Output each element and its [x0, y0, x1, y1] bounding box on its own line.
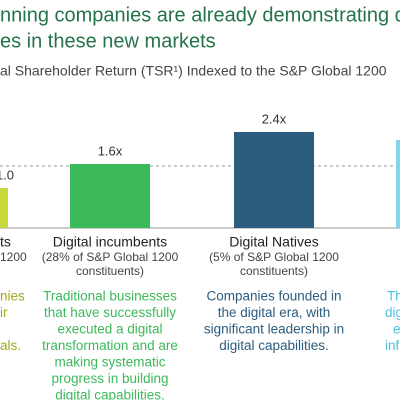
- description: Companies founded in: [206, 289, 341, 304]
- description: ir: [0, 305, 8, 320]
- description: executed a digital: [57, 322, 162, 337]
- description: making systematic: [54, 355, 165, 370]
- description: e: [393, 322, 400, 337]
- description: transformation and are: [42, 338, 178, 353]
- category-note: 1200: [0, 250, 27, 264]
- bar: [70, 164, 150, 228]
- category-note: constituents): [240, 264, 308, 278]
- description: significant leadership in: [204, 322, 344, 337]
- value-label: 1.0: [0, 167, 14, 182]
- title: nning companies are already demonstratin…: [0, 4, 400, 26]
- description: digital capabilities.: [219, 338, 329, 353]
- description: nies: [0, 289, 25, 304]
- subtitle: al Shareholder Return (TSR¹) Indexed to …: [0, 63, 387, 79]
- category-label: ts: [0, 234, 11, 250]
- value-label: 2.4x: [262, 111, 287, 126]
- bar: [396, 140, 400, 228]
- description: Th: [387, 289, 400, 304]
- description: infr: [385, 338, 400, 353]
- category-label: Digital Natives: [229, 234, 318, 250]
- description: als.: [0, 338, 21, 353]
- value-label: 1.6x: [98, 143, 123, 158]
- description: the digital era, with: [218, 305, 331, 320]
- bar: [234, 132, 314, 228]
- category-note: constituents): [76, 264, 144, 278]
- category-note: (5% of S&P Global 1200: [209, 250, 339, 264]
- bar: [0, 188, 8, 228]
- title: es in these new markets: [0, 30, 216, 52]
- category-note: (28% of S&P Global 1200: [42, 250, 179, 264]
- description: dig: [385, 305, 400, 320]
- description: that have successfully: [44, 305, 176, 320]
- category-label: Digital incumbents: [53, 234, 167, 250]
- description: Traditional businesses: [43, 289, 177, 304]
- description: digital capabilities.: [55, 388, 165, 400]
- description: progress in building: [51, 371, 168, 386]
